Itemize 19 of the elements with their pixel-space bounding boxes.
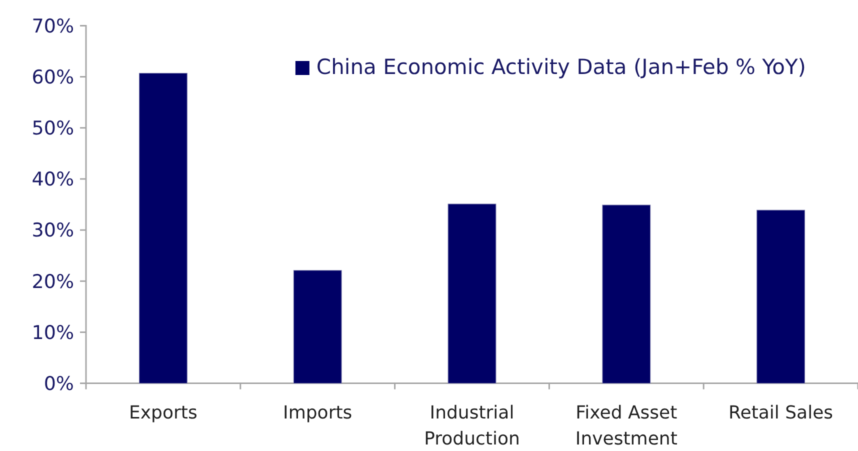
- y-tick-label: 50%: [32, 118, 74, 140]
- y-tick-label: 20%: [32, 270, 74, 293]
- x-tick-label: Fixed Asset Investment: [575, 402, 678, 450]
- y-tick-label: 10%: [32, 322, 74, 344]
- bar: [138, 72, 188, 384]
- y-tick-label: 0%: [44, 372, 74, 395]
- y-tick-label: 60%: [32, 66, 74, 88]
- x-tick-label: Retail Sales: [728, 402, 834, 424]
- y-tick-label: 40%: [32, 168, 74, 191]
- bar: [756, 210, 806, 384]
- bar: [602, 204, 651, 384]
- x-tick-label: Imports: [283, 402, 352, 424]
- bar: [448, 204, 496, 384]
- bar: [293, 270, 342, 384]
- x-tick-label: Industrial Production: [424, 402, 520, 450]
- y-tick-label: 30%: [32, 220, 74, 242]
- x-tick-label: Exports: [129, 402, 198, 424]
- legend-label: China Economic Activity Data (Jan+Feb % YoY): [316, 55, 806, 79]
- y-tick-label: 70%: [32, 15, 74, 38]
